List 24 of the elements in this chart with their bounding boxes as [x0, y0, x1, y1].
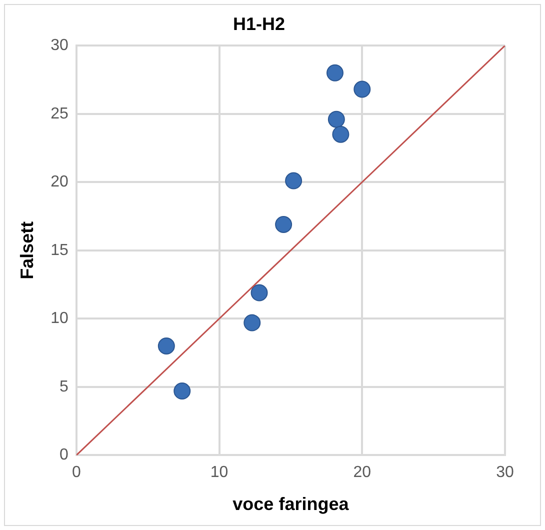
- point: [275, 216, 292, 233]
- x-axis-title: voce faringea: [232, 494, 350, 514]
- point: [328, 110, 345, 128]
- point: [174, 382, 191, 400]
- point: [354, 80, 371, 98]
- x-tick-label: 0: [72, 464, 81, 482]
- x-tick-label: 20: [353, 464, 372, 482]
- point: [250, 284, 268, 302]
- y-tick-label: 15: [50, 242, 68, 259]
- x-tick-label: 10: [210, 464, 228, 482]
- y-tick-label: 5: [59, 378, 68, 396]
- point: [285, 172, 302, 190]
- y-tick-label: 10: [50, 310, 68, 328]
- y-axis-title: Falsett: [16, 221, 37, 280]
- point: [326, 64, 344, 82]
- y-tick-label: 30: [50, 37, 68, 54]
- point: [158, 337, 175, 354]
- y-tick-label: 25: [50, 105, 68, 122]
- y-tick-label: 20: [50, 174, 68, 191]
- point: [244, 314, 261, 332]
- x-tick-label: 30: [496, 464, 514, 482]
- y-tick-label: 0: [59, 446, 68, 464]
- point: [332, 126, 350, 143]
- chart-title: H1-H2: [232, 14, 286, 34]
